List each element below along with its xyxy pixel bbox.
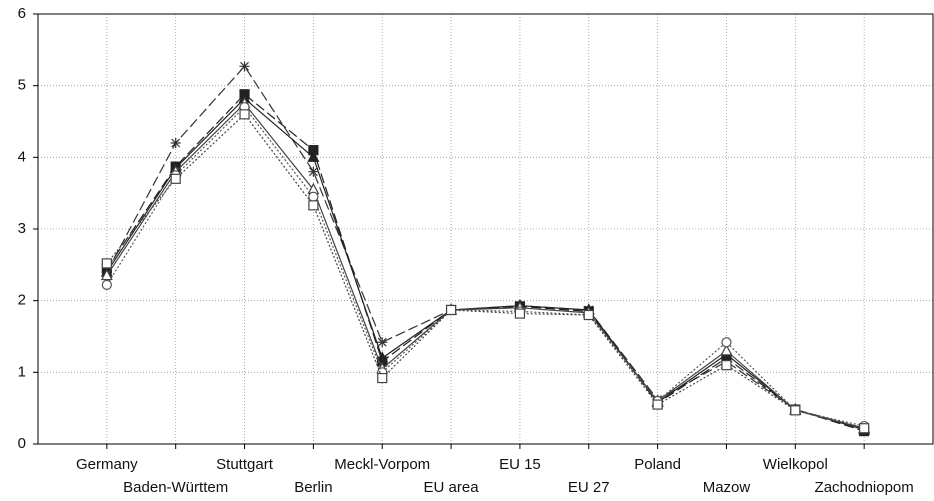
marker xyxy=(790,405,801,416)
marker xyxy=(101,258,112,269)
x-tick-label: Stuttgart xyxy=(216,456,274,473)
x-tick-label: Berlin xyxy=(294,479,332,496)
y-tick-label: 5 xyxy=(18,77,26,94)
marker xyxy=(859,423,870,434)
plot-frame xyxy=(37,13,934,445)
series-line xyxy=(106,113,865,429)
y-tick-label: 1 xyxy=(18,363,26,380)
marker xyxy=(101,279,112,290)
marker xyxy=(170,173,181,184)
marker xyxy=(583,309,594,321)
series-line xyxy=(106,97,865,431)
marker xyxy=(721,337,732,348)
series-line xyxy=(106,65,865,429)
series-line xyxy=(106,106,865,427)
y-tick-label: 4 xyxy=(18,148,26,165)
marker xyxy=(239,109,250,120)
series-line xyxy=(106,93,865,432)
series-line xyxy=(106,102,865,429)
marker xyxy=(307,150,320,162)
x-tick-label: EU 27 xyxy=(568,479,610,496)
x-tick-label: Wielkopol xyxy=(763,456,828,473)
x-tick-label: Germany xyxy=(76,456,138,473)
y-tick-label: 3 xyxy=(18,220,26,237)
x-tick-label: EU area xyxy=(424,479,480,496)
y-tick-label: 0 xyxy=(18,435,26,452)
x-tick-label: Zachodniopom xyxy=(815,479,914,496)
marker xyxy=(652,399,663,410)
marker xyxy=(377,372,388,384)
x-tick-label: Meckl-Vorpom xyxy=(334,456,430,473)
marker xyxy=(308,191,319,202)
marker xyxy=(308,200,319,211)
marker xyxy=(100,268,113,281)
marker xyxy=(720,344,733,356)
y-tick-label: 6 xyxy=(18,5,26,22)
marker xyxy=(721,360,732,371)
x-tick-label: Poland xyxy=(634,456,681,473)
marker xyxy=(445,304,457,316)
marker xyxy=(170,138,181,148)
x-tick-label: EU 15 xyxy=(499,456,541,473)
x-tick-label: Baden-Württem xyxy=(123,479,228,496)
marker xyxy=(239,61,250,72)
x-tick-label: Mazow xyxy=(703,479,751,496)
marker xyxy=(377,337,388,348)
marker xyxy=(514,308,526,319)
marker xyxy=(308,166,319,177)
y-tick-label: 2 xyxy=(18,292,26,309)
